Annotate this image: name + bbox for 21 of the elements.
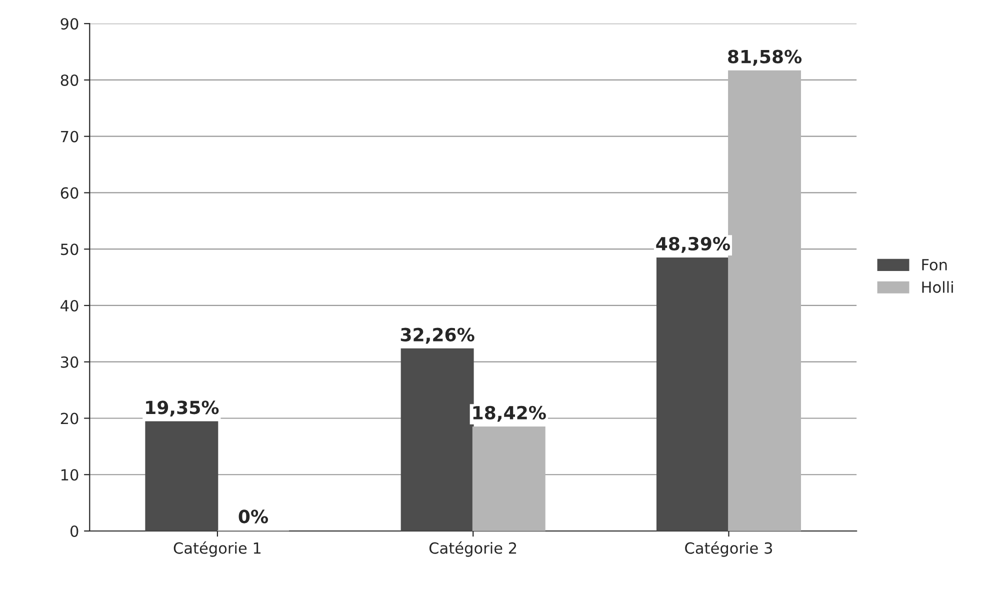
y-tick-label: 70: [61, 130, 78, 142]
y-tick-label: 80: [60, 74, 78, 86]
y-tick-label: 90: [60, 18, 78, 30]
data-label: 18,42%: [473, 406, 546, 422]
data-label: 19,35%: [146, 400, 219, 417]
legend-label: Holli: [922, 281, 953, 293]
data-label: 0%: [238, 510, 268, 524]
x-tick-label: Catégorie 3: [685, 541, 772, 557]
y-tick-label: 30: [60, 356, 78, 368]
y-tick-label: 0: [70, 525, 78, 538]
data-label: 32,26%: [400, 328, 474, 344]
data-label: 48,39%: [656, 236, 730, 253]
legend-label: Fon: [922, 259, 947, 271]
y-tick-label: 60: [60, 187, 78, 199]
y-tick-label: 10: [61, 469, 78, 481]
y-tick-label: 50: [60, 244, 78, 256]
x-tick-label: Catégorie 1: [174, 541, 261, 557]
y-tick-label: 20: [60, 412, 78, 424]
data-label: 81,58%: [728, 50, 802, 66]
x-tick-label: Catégorie 2: [429, 541, 516, 557]
y-tick-label: 40: [60, 300, 78, 312]
